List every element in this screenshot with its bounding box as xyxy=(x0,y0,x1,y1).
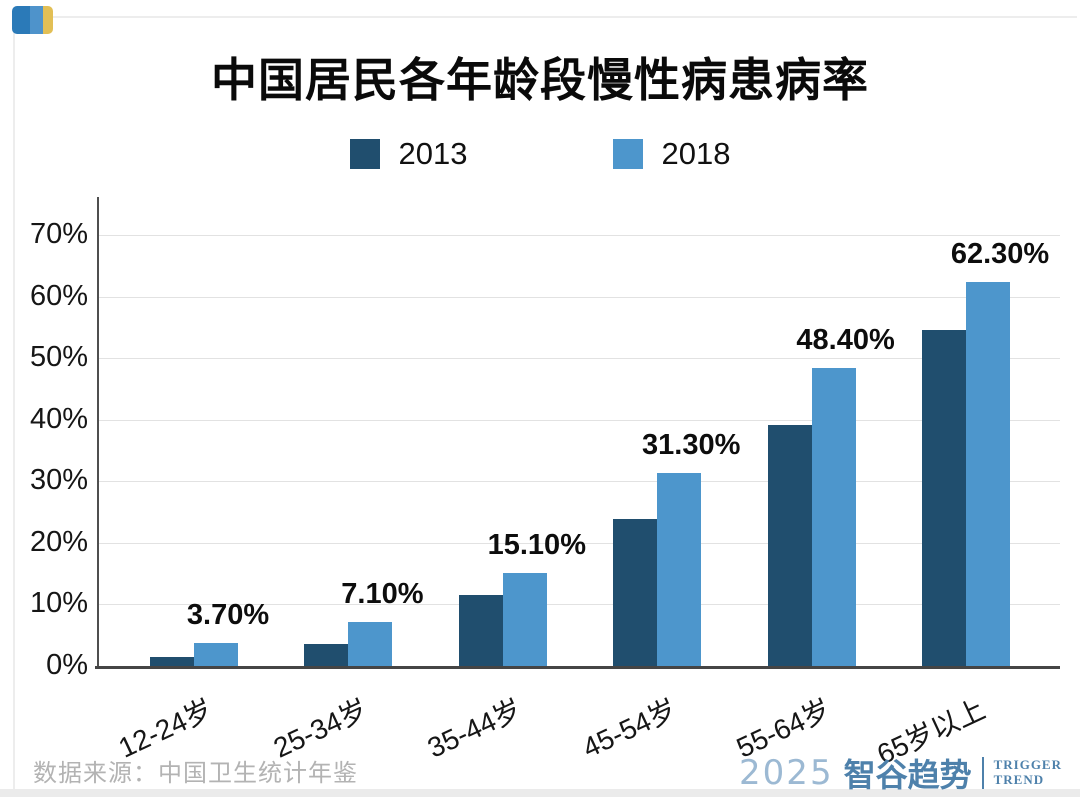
bar-2018-65岁以上 xyxy=(966,282,1010,666)
value-label-25-34岁: 7.10% xyxy=(341,578,424,611)
bar-2018-55-64岁 xyxy=(811,367,856,666)
card-border xyxy=(13,16,1077,792)
brand-mark-icon xyxy=(12,6,53,34)
gridline-10% xyxy=(97,604,1060,606)
y-tick-30%: 30% xyxy=(29,464,88,497)
brand-tagline: TRIGGER TREND xyxy=(993,757,1062,788)
brand-year: 2025 xyxy=(739,753,834,793)
brand-mark-segment-blue xyxy=(12,6,30,34)
legend-item-2013: 2013 xyxy=(349,136,468,172)
y-tick-50%: 50% xyxy=(29,341,88,374)
brand-mark-segment-lightblue xyxy=(30,6,43,34)
legend: 2013 2018 xyxy=(0,136,1080,172)
brand-name: 智谷趋势 xyxy=(843,757,972,793)
bar-2013-25-34岁 xyxy=(304,643,349,666)
y-tick-10%: 10% xyxy=(29,587,88,620)
legend-swatch-2013 xyxy=(349,139,380,169)
bottom-strip xyxy=(0,789,1080,797)
legend-label-2013: 2013 xyxy=(398,136,468,171)
bar-2013-35-44岁 xyxy=(458,595,503,666)
bar-2013-12-24岁 xyxy=(150,656,194,666)
y-tick-20%: 20% xyxy=(29,525,88,558)
gridline-70% xyxy=(97,235,1060,236)
legend-item-2018: 2018 xyxy=(612,136,731,172)
x-tick-35-44岁: 35-44岁 xyxy=(423,693,527,764)
chart-title: 中国居民各年龄段慢性病患病率 xyxy=(211,54,869,106)
gridline-20% xyxy=(97,542,1060,544)
brand-divider xyxy=(981,757,984,789)
legend-label-2018: 2018 xyxy=(661,136,731,171)
x-tick-45-54岁: 45-54岁 xyxy=(577,693,681,764)
bar-2013-55-64岁 xyxy=(767,425,812,666)
y-tick-40%: 40% xyxy=(29,402,88,435)
bar-2013-65岁以上 xyxy=(922,330,966,666)
value-label-45-54岁: 31.30% xyxy=(642,429,741,462)
y-tick-70%: 70% xyxy=(29,218,88,250)
brand-tagline-line1: TRIGGER xyxy=(993,757,1062,773)
brand-mark-segment-yellow xyxy=(43,6,53,34)
source-note: 数据来源：中国卫生统计年鉴 xyxy=(33,760,358,787)
bar-2013-45-54岁 xyxy=(613,518,658,666)
legend-swatch-2018 xyxy=(612,139,643,169)
bar-2018-12-24岁 xyxy=(194,643,238,666)
bar-2018-25-34岁 xyxy=(348,622,393,666)
x-axis-line xyxy=(95,666,1060,669)
value-label-55-64岁: 48.40% xyxy=(796,323,895,356)
value-label-65岁以上: 62.30% xyxy=(950,238,1050,271)
gridline-40% xyxy=(97,419,1060,421)
y-tick-0%: 0% xyxy=(46,649,88,681)
y-tick-60%: 60% xyxy=(29,279,88,312)
bar-2018-45-54岁 xyxy=(657,473,702,666)
brand-logo: 2025 智谷趋势 TRIGGER TREND xyxy=(739,750,1062,796)
brand-tagline-line2: TREND xyxy=(993,772,1045,787)
gridline-50% xyxy=(97,358,1060,360)
bar-2018-35-44岁 xyxy=(502,573,547,666)
gridline-30% xyxy=(97,481,1060,483)
value-label-12-24岁: 3.70% xyxy=(186,599,270,632)
value-label-35-44岁: 15.10% xyxy=(487,529,586,562)
y-axis-line xyxy=(97,197,99,666)
gridline-60% xyxy=(97,296,1060,298)
